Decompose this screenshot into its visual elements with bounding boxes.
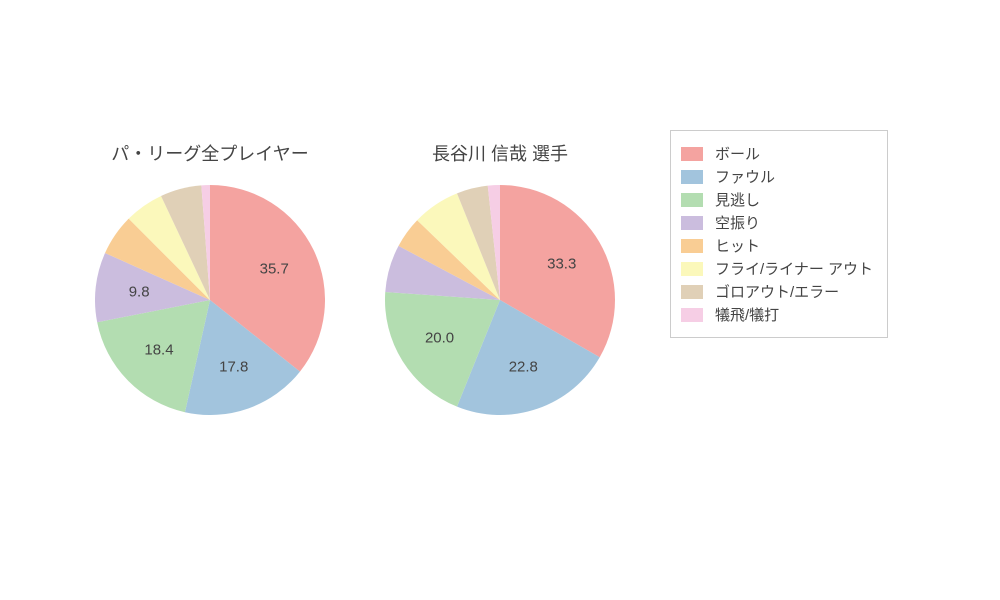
legend-label-hit: ヒット [715, 235, 760, 256]
pie1: 35.7 17.8 18.4 9.8 [95, 185, 325, 415]
legend-item-fly: フライ/ライナー アウト [681, 258, 873, 279]
pie-label-foul: 17.8 [219, 359, 248, 376]
legend-label-sac: 犠飛/犠打 [715, 304, 779, 325]
legend-item-foul: ファウル [681, 166, 873, 187]
legend-item-swing: 空振り [681, 212, 873, 233]
chart-container: パ・リーグ全プレイヤー 35.7 17.8 18.4 9.8 長谷川 信哉 選手 33… [0, 0, 1000, 600]
pie-label-look: 18.4 [144, 341, 173, 358]
pie-label-ball: 33.3 [547, 256, 576, 273]
legend-item-sac: 犠飛/犠打 [681, 304, 873, 325]
legend-label-swing: 空振り [715, 212, 760, 233]
legend-swatch-sac [681, 308, 703, 322]
legend-label-ground: ゴロアウト/エラー [715, 281, 839, 302]
legend-label-foul: ファウル [715, 166, 775, 187]
legend-swatch-foul [681, 170, 703, 184]
legend: ボールファウル見逃し空振りヒットフライ/ライナー アウトゴロアウト/エラー犠飛/… [670, 130, 888, 338]
pie-label-swing: 9.8 [129, 283, 150, 300]
legend-swatch-fly [681, 262, 703, 276]
pie-label-look: 20.0 [425, 329, 454, 346]
legend-item-ball: ボール [681, 143, 873, 164]
legend-item-ground: ゴロアウト/エラー [681, 281, 873, 302]
pie-label-foul: 22.8 [509, 359, 538, 376]
legend-label-ball: ボール [715, 143, 760, 164]
legend-swatch-ball [681, 147, 703, 161]
legend-label-look: 見逃し [715, 189, 760, 210]
pie2-title: 長谷川 信哉 選手 [380, 140, 620, 166]
legend-item-look: 見逃し [681, 189, 873, 210]
legend-swatch-hit [681, 239, 703, 253]
pie-label-ball: 35.7 [260, 261, 289, 278]
pie-svg [385, 185, 615, 415]
legend-swatch-swing [681, 216, 703, 230]
legend-swatch-look [681, 193, 703, 207]
pie1-title: パ・リーグ全プレイヤー [90, 140, 330, 166]
pie2: 33.3 22.8 20.0 [385, 185, 615, 415]
legend-item-hit: ヒット [681, 235, 873, 256]
legend-label-fly: フライ/ライナー アウト [715, 258, 873, 279]
legend-swatch-ground [681, 285, 703, 299]
